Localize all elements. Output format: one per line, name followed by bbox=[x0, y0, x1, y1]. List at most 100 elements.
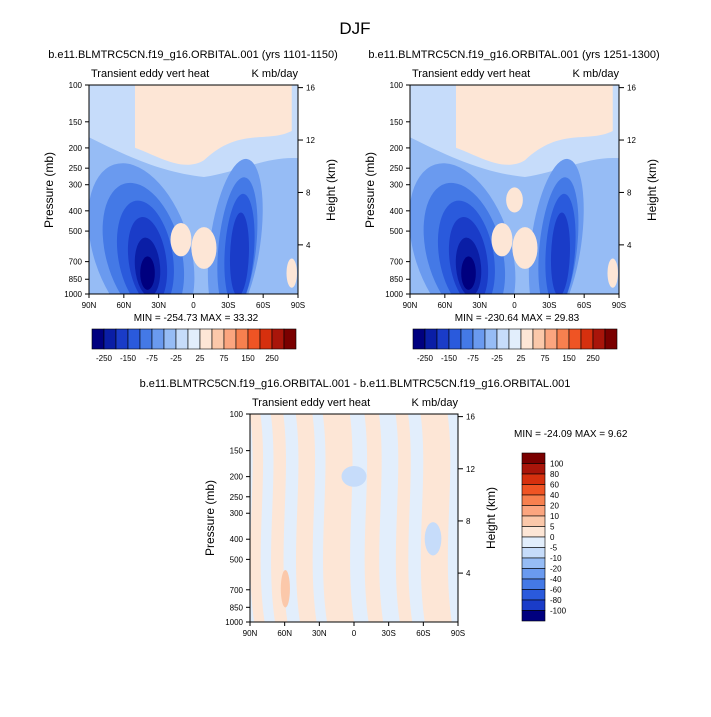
colorbar-box bbox=[556, 328, 570, 350]
height-tick-label: 8 bbox=[306, 188, 311, 197]
contour-region bbox=[295, 414, 317, 622]
x-tick-label: 90N bbox=[403, 301, 418, 310]
contour-region bbox=[607, 258, 618, 288]
contour-region bbox=[322, 414, 354, 622]
panel-b-min-max: MIN = -230.64 MAX = 29.83 bbox=[455, 313, 580, 324]
colorbar-box bbox=[521, 536, 546, 548]
colorbar-label: 150 bbox=[241, 354, 255, 363]
contour-region bbox=[395, 414, 413, 622]
colorbar-box bbox=[521, 610, 546, 622]
x-tick-label: 90S bbox=[451, 629, 465, 638]
colorbar-box bbox=[521, 452, 546, 464]
colorbar-box bbox=[103, 328, 117, 350]
colorbar-box bbox=[175, 328, 189, 350]
colorbar-label: -150 bbox=[441, 354, 458, 363]
colorbar-box bbox=[235, 328, 249, 350]
colorbar-label: -5 bbox=[550, 544, 558, 553]
colorbar-box bbox=[521, 568, 546, 580]
colorbar-label: 80 bbox=[550, 470, 559, 479]
y-tick-label: 100 bbox=[69, 81, 83, 90]
panel-c-hticks: 4 8 12 16 bbox=[458, 413, 475, 578]
colorbar-box bbox=[532, 328, 546, 350]
height-tick-label: 16 bbox=[306, 84, 315, 93]
colorbar-box bbox=[521, 473, 546, 485]
y-tick-label: 850 bbox=[230, 603, 244, 612]
y-tick-label: 300 bbox=[69, 181, 83, 190]
contour-region bbox=[250, 414, 265, 622]
y-tick-label: 300 bbox=[390, 181, 404, 190]
contour-region bbox=[364, 414, 384, 622]
y-tick-label: 200 bbox=[69, 144, 83, 153]
colorbar-box bbox=[259, 328, 273, 350]
colorbar-box bbox=[139, 328, 153, 350]
y-tick-label: 700 bbox=[69, 258, 83, 267]
y-tick-label: 500 bbox=[69, 227, 83, 236]
colorbar-box bbox=[127, 328, 141, 350]
colorbar-label: -60 bbox=[550, 586, 562, 595]
colorbar-box bbox=[223, 328, 237, 350]
colorbar-label: -250 bbox=[96, 354, 113, 363]
panel-a-title: b.e11.BLMTRC5CN.f19_g16.ORBITAL.001 (yrs… bbox=[48, 49, 338, 61]
colorbar-box bbox=[544, 328, 558, 350]
panel-c-yticks: 100 150 200 250 300 400 500 700 850 1000 bbox=[225, 410, 250, 627]
height-tick-label: 12 bbox=[466, 465, 475, 474]
panel-b-yticks: 100 150 200 250 300 400 500 700 850 1000 bbox=[385, 81, 410, 299]
panel-c-right-string: K mb/day bbox=[412, 397, 459, 409]
height-tick-label: 4 bbox=[306, 241, 311, 250]
colorbar-box bbox=[199, 328, 213, 350]
colorbar-label: 25 bbox=[196, 354, 205, 363]
y-tick-label: 300 bbox=[230, 509, 244, 518]
colorbar-label: 25 bbox=[517, 354, 526, 363]
contour-region bbox=[461, 256, 476, 290]
colorbar-box bbox=[521, 599, 546, 611]
colorbar-box bbox=[520, 328, 534, 350]
panel-b-ylabel-right: Height (km) bbox=[645, 159, 659, 221]
x-tick-label: 0 bbox=[191, 301, 196, 310]
x-tick-label: 30N bbox=[472, 301, 487, 310]
panel-c: b.e11.BLMTRC5CN.f19_g16.ORBITAL.001 - b.… bbox=[140, 378, 628, 638]
colorbar-box bbox=[568, 328, 582, 350]
colorbar-box bbox=[521, 484, 546, 496]
colorbar-label: -25 bbox=[491, 354, 503, 363]
x-tick-label: 60N bbox=[277, 629, 292, 638]
colorbar-box bbox=[521, 505, 546, 517]
colorbar-box bbox=[283, 328, 297, 350]
colorbar-box bbox=[580, 328, 594, 350]
colorbar-box bbox=[521, 494, 546, 506]
colorbar-box bbox=[521, 589, 546, 601]
y-tick-label: 500 bbox=[390, 227, 404, 236]
colorbar-label: 60 bbox=[550, 481, 559, 490]
panel-a-min-max: MIN = -254.73 MAX = 33.32 bbox=[134, 313, 259, 324]
x-tick-label: 60S bbox=[577, 301, 591, 310]
panel-b-contours bbox=[410, 85, 619, 294]
colorbar-label: 5 bbox=[550, 523, 555, 532]
colorbar-label: 0 bbox=[550, 533, 555, 542]
figure-title: DJF bbox=[339, 19, 370, 38]
panel-c-xticks: 90N 60N 30N 0 30S 60S 90S bbox=[243, 622, 465, 638]
x-tick-label: 90N bbox=[243, 629, 258, 638]
colorbar-label: -150 bbox=[120, 354, 137, 363]
contour-region bbox=[491, 222, 513, 257]
colorbar-box bbox=[460, 328, 474, 350]
panel-b-colorbar: -250 -150 -75 -25 25 75 150 250 bbox=[412, 328, 618, 363]
colorbar-label: 250 bbox=[586, 354, 600, 363]
x-tick-label: 30N bbox=[151, 301, 166, 310]
colorbar-label: -80 bbox=[550, 596, 562, 605]
y-tick-label: 1000 bbox=[64, 290, 82, 299]
panel-c-contours bbox=[250, 414, 458, 622]
y-tick-label: 100 bbox=[390, 81, 404, 90]
contour-region bbox=[134, 85, 292, 165]
panel-c-ylabel-right: Height (km) bbox=[484, 487, 498, 549]
height-tick-label: 12 bbox=[306, 136, 315, 145]
colorbar-box bbox=[424, 328, 438, 350]
colorbar-box bbox=[521, 515, 546, 527]
colorbar-label: -10 bbox=[550, 554, 562, 563]
colorbar-box bbox=[508, 328, 522, 350]
colorbar-box bbox=[115, 328, 129, 350]
panel-a-yticks: 100 150 200 250 300 400 500 700 850 1000 bbox=[64, 81, 89, 299]
x-tick-label: 90S bbox=[291, 301, 305, 310]
contour-region bbox=[455, 85, 613, 165]
y-tick-label: 850 bbox=[390, 275, 404, 284]
